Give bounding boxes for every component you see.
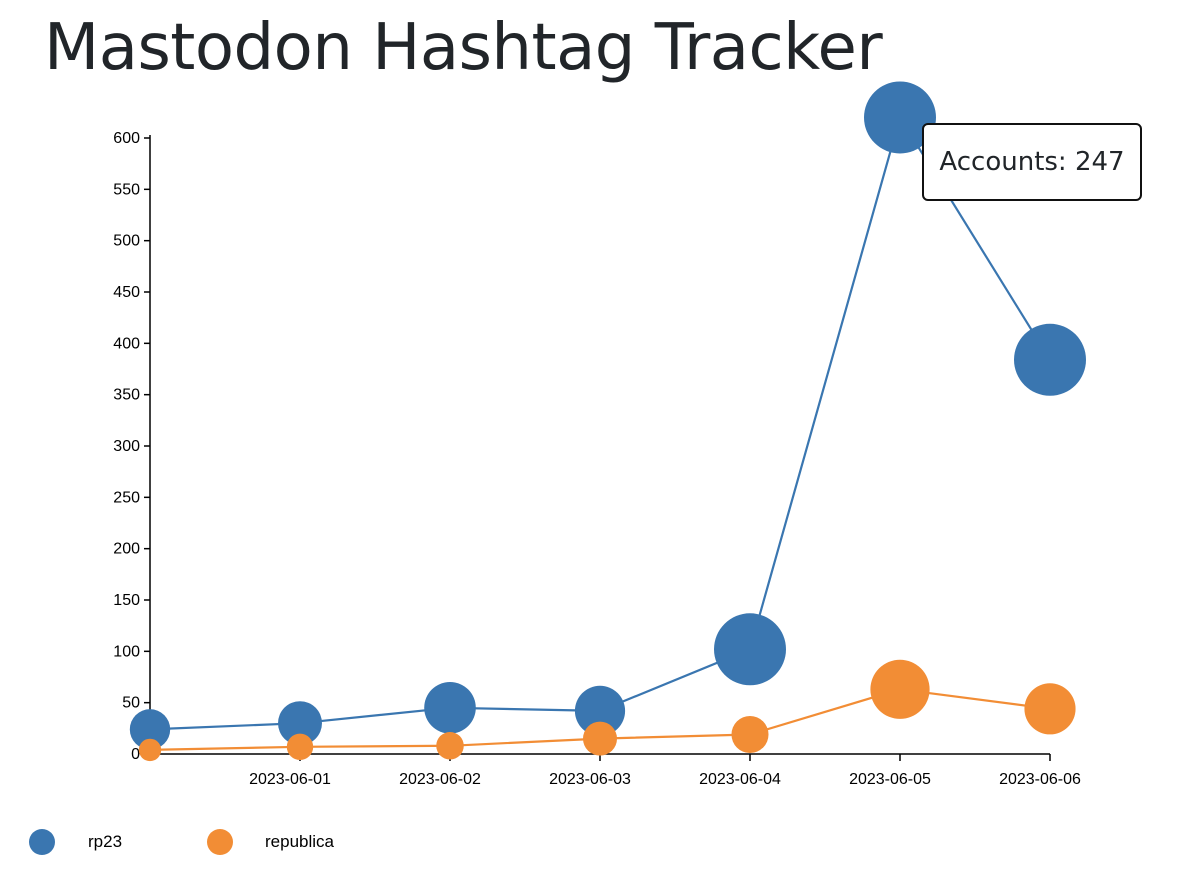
legend-label-rp23: rp23: [88, 832, 123, 851]
y-tick-label: 0: [131, 746, 140, 763]
x-tick-label: 2023-06-06: [999, 771, 1081, 788]
y-tick-label: 500: [113, 233, 140, 250]
y-tick-label: 150: [113, 592, 140, 609]
y-axis: 0 50 100 150 200 250 300 350 400 450 500 550 600: [113, 130, 151, 763]
legend-marker-rp23: [29, 829, 55, 855]
data-point-rp23: [278, 701, 322, 746]
data-point-republica: [731, 715, 769, 754]
data-point-rp23: [424, 682, 476, 734]
page-title: Mastodon Hashtag Tracker: [44, 11, 883, 85]
y-tick-label: 100: [113, 643, 140, 660]
y-tick-label: 600: [113, 130, 140, 147]
data-point-republica: [870, 659, 930, 719]
y-tick-label: 200: [113, 541, 140, 558]
data-point-rp23: [1014, 323, 1086, 396]
data-point-rp23: [129, 709, 171, 750]
data-point-republica: [1024, 683, 1076, 735]
y-tick-label: 550: [113, 181, 140, 198]
y-tick-label: 350: [113, 387, 140, 404]
series-line-rp23: [149, 114, 1051, 731]
data-point-republica: [436, 732, 464, 760]
x-axis: 2023-06-01 2023-06-02 2023-06-03 2023-06-04…: [149, 753, 1081, 788]
x-tick-label: 2023-06-02: [399, 771, 481, 788]
tooltip: Accounts: 247: [922, 123, 1142, 201]
legend-marker-republica: [207, 829, 233, 855]
x-tick-label: 2023-06-03: [549, 771, 631, 788]
x-tick-label: 2023-06-05: [849, 771, 931, 788]
x-tick-label: 2023-06-01: [249, 771, 331, 788]
y-tick-label: 300: [113, 438, 140, 455]
data-point-rp23: [714, 613, 786, 686]
y-tick-label: 250: [113, 489, 140, 506]
series-layer: [129, 81, 1086, 762]
y-tick-label: 450: [113, 284, 140, 301]
legend: [29, 829, 233, 855]
data-point-rp23: [574, 685, 626, 736]
tooltip-text: Accounts: 247: [939, 147, 1125, 177]
x-tick-label: 2023-06-04: [699, 771, 781, 788]
data-point-republica: [582, 721, 618, 756]
y-tick-label: 50: [122, 695, 140, 712]
y-tick-label: 400: [113, 335, 140, 352]
data-point-republica: [138, 738, 162, 762]
data-point-republica: [286, 733, 314, 761]
legend-label-republica: republica: [265, 832, 334, 851]
data-point-rp23: [864, 81, 936, 154]
